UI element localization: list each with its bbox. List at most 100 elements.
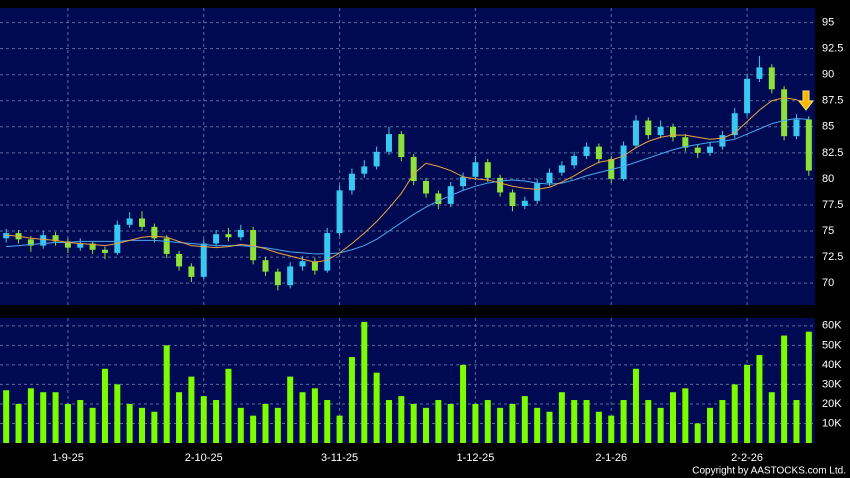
volume-bar [546,411,553,443]
price-panel [0,8,815,305]
volume-bar [274,407,281,443]
candle-body [225,234,232,238]
volume-bar [163,345,170,443]
volume-bar [15,403,22,443]
candle-body [27,239,34,246]
y-tick-label: 92.5 [822,43,843,55]
candle-body [484,162,491,178]
candle-body [620,145,627,179]
x-tick-label: 2-1-26 [595,452,627,464]
volume-tick-label: 30K [822,378,842,390]
volume-bar [114,384,121,443]
volume-bar [793,400,800,443]
x-tick-label: 2-2-26 [731,452,763,464]
volume-bar [558,392,565,443]
y-tick-label: 72.5 [822,251,843,263]
volume-bar [571,400,578,443]
candle-body [657,126,664,136]
candle-body [632,120,639,146]
volume-bar [595,411,602,443]
volume-bar [348,357,355,443]
volume-bar [373,372,380,443]
volume-bar [423,407,430,443]
moving-average [6,117,809,255]
volume-bar [805,331,812,443]
y-tick-label: 87.5 [822,95,843,107]
y-tick-label: 82.5 [822,147,843,159]
candle-body [3,233,10,239]
candle-body [534,183,541,201]
x-tick-label: 1-9-25 [52,452,84,464]
candle-body [237,229,244,238]
volume-bar [139,407,146,443]
candle-body [114,224,121,253]
volume-tick-label: 50K [822,339,842,351]
volume-bar [3,390,10,443]
candle-body [645,120,652,136]
volume-bar [632,368,639,443]
candle-body [805,119,812,171]
volume-bar [299,392,306,443]
candle-body [176,253,183,267]
volume-tick-label: 20K [822,398,842,410]
candle-body [89,243,96,250]
candle-body [435,193,442,204]
signal-arrow [797,90,815,111]
volume-bar [213,400,220,443]
candle-body [324,233,331,271]
volume-bar [534,407,541,443]
candle-body [707,146,714,153]
volume-bar [176,392,183,443]
volume-panel [0,318,815,443]
candle-body [262,260,269,272]
volume-bar [188,376,195,443]
candle-body [163,238,170,254]
candle-body [299,261,306,267]
volume-tick-label: 40K [822,359,842,371]
candle-body [595,146,602,160]
candle-body [398,134,405,158]
volume-bar [497,407,504,443]
candle-body [126,218,133,225]
volume-bar [669,392,676,443]
x-tick-label: 3-11-25 [321,452,358,464]
candle-body [669,126,676,138]
candle-body [151,226,158,239]
volume-bar [89,407,96,443]
volume-bar [385,400,392,443]
volume-bar [40,392,47,443]
volume-bar [361,321,368,443]
volume-bar [398,396,405,443]
candle-body [64,241,71,248]
candle-body [546,172,553,184]
volume-bar [52,392,59,443]
candle-body [744,78,751,114]
volume-bar [77,400,84,443]
candle-body [781,89,788,137]
candle-body [694,147,701,153]
volume-bar [64,403,71,443]
candle-body [682,137,689,148]
candle-body [101,249,108,253]
candle-body [311,261,318,271]
candle-body [768,67,775,90]
volume-bar [682,388,689,443]
volume-bar [472,403,479,443]
candle-body [410,157,417,181]
volume-bar [336,415,343,443]
volume-bar [27,388,34,443]
volume-bar [583,400,590,443]
volume-bar [435,400,442,443]
candle-body [608,159,615,179]
candle-body [361,166,368,174]
moving-average [6,97,810,263]
candle-body [558,165,565,173]
volume-bar [521,396,528,443]
volume-tick-label: 60K [822,320,842,332]
y-tick-label: 80 [822,173,834,185]
candle-body [348,173,355,191]
volume-tick-label: 10K [822,417,842,429]
y-tick-label: 85 [822,121,834,133]
candle-body [40,235,47,246]
